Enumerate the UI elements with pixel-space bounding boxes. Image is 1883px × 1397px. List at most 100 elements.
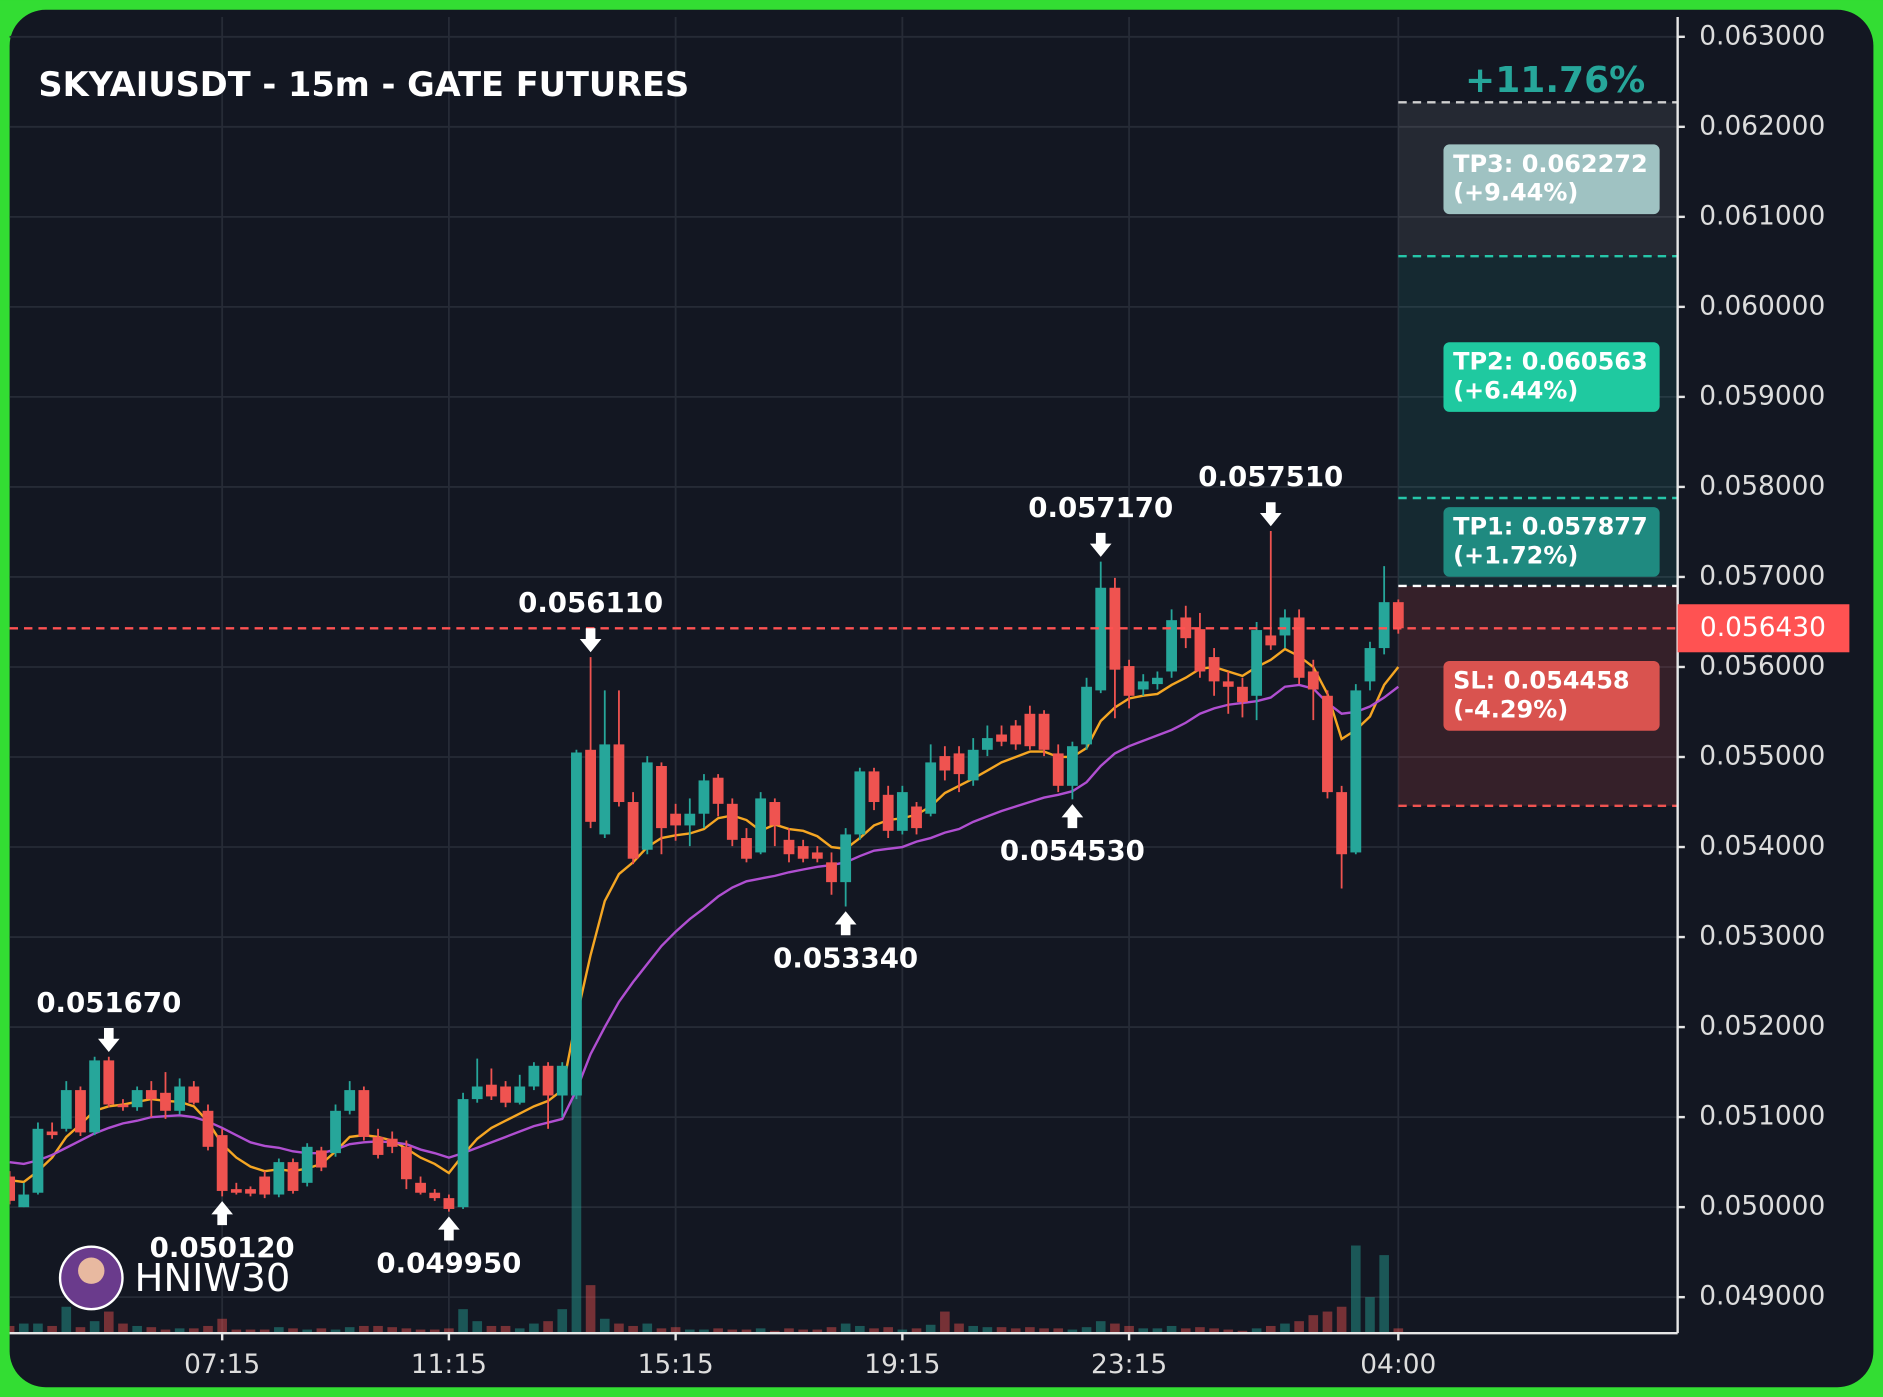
volume-bar (231, 1329, 242, 1334)
volume-bar (1180, 1328, 1191, 1334)
target-label: TP2: 0.060563 (1453, 348, 1648, 376)
volume-bar (401, 1328, 412, 1334)
volume-bar (160, 1329, 171, 1334)
target-change: (+9.44%) (1453, 179, 1578, 207)
volume-bar (415, 1329, 426, 1334)
volume-bar (472, 1321, 483, 1334)
candle-body (528, 1065, 540, 1087)
candle-body (259, 1176, 271, 1195)
volume-bar (146, 1327, 157, 1334)
volume-bar (543, 1321, 553, 1334)
volume-bar (316, 1328, 327, 1334)
volume-bar (174, 1328, 185, 1334)
candle-body (32, 1128, 44, 1193)
y-tick-label: 0.062000 (1699, 110, 1825, 141)
annotation-label: 0.057510 (1198, 460, 1343, 493)
volume-bar (245, 1329, 256, 1334)
volume-bar (18, 1323, 29, 1334)
y-tick-label: 0.053000 (1699, 921, 1825, 952)
watermark: HNIW30 (135, 1256, 291, 1301)
annotation-arrow (438, 1216, 460, 1241)
volume-bar (1010, 1328, 1021, 1334)
candle-body (656, 766, 667, 829)
candle-body (160, 1092, 171, 1111)
volume-bar (33, 1323, 43, 1334)
volume-bar (203, 1325, 213, 1334)
candle-body (1081, 686, 1092, 745)
volume-bar (103, 1311, 114, 1334)
volume-bar (614, 1323, 624, 1334)
annotation-arrow (211, 1201, 233, 1226)
candle-body (1038, 713, 1050, 750)
candle-body (911, 806, 922, 829)
candle-body (1265, 635, 1277, 646)
volume-bar (656, 1328, 667, 1334)
candle-body (372, 1136, 384, 1155)
volume-bar (784, 1328, 794, 1334)
candle-body (1307, 671, 1319, 690)
candle-body (443, 1198, 455, 1209)
candle-body (131, 1090, 143, 1108)
candle-body (1293, 617, 1305, 678)
volume-bar (259, 1329, 270, 1334)
volume-bar (883, 1327, 893, 1334)
panel (9, 9, 1874, 1388)
y-tick-label: 0.056000 (1699, 650, 1825, 681)
volume-bar (1166, 1325, 1177, 1334)
candle-body (1194, 629, 1206, 672)
volume-bar (1095, 1321, 1106, 1334)
annotation-arrow (1259, 502, 1282, 527)
candle-body (1137, 681, 1149, 690)
candle-body (925, 762, 937, 814)
volume-bar (458, 1309, 468, 1334)
candle-body (542, 1065, 554, 1096)
volume-bar (302, 1329, 312, 1334)
volume-bar (1110, 1323, 1120, 1334)
candle-body (811, 852, 823, 859)
candle-body (1364, 648, 1376, 682)
candle-body (1052, 753, 1064, 786)
volume-bar (359, 1325, 369, 1334)
candle-body (996, 734, 1007, 742)
annotation-arrow (97, 1027, 120, 1052)
candle-body (60, 1090, 72, 1129)
target-change: (+1.72%) (1453, 541, 1578, 569)
y-tick-label: 0.052000 (1699, 1011, 1825, 1042)
volume-bar (132, 1325, 142, 1334)
candle-body (627, 802, 639, 859)
y-tick-label: 0.054000 (1699, 831, 1825, 862)
volume-bar (75, 1327, 86, 1334)
candle-body (301, 1146, 313, 1183)
candle-body (741, 838, 752, 859)
x-tick-label: 04:00 (1360, 1349, 1436, 1380)
volume-bar (387, 1327, 398, 1334)
candle-body (287, 1162, 299, 1191)
annotation-label: 0.057170 (1028, 491, 1173, 524)
candle-body (273, 1162, 285, 1195)
candle-body (755, 798, 767, 853)
volume-bar (1308, 1315, 1319, 1334)
candle-body (882, 794, 894, 831)
volume-bar (1322, 1311, 1333, 1334)
volume-bar (798, 1329, 808, 1334)
volume-bar (1280, 1323, 1290, 1334)
volume-bar (727, 1329, 738, 1334)
candle-body (1166, 620, 1177, 672)
volume-bar (628, 1325, 638, 1334)
candle-body (103, 1060, 115, 1105)
x-tick-label: 23:15 (1091, 1349, 1167, 1380)
target-box (1443, 342, 1660, 412)
volume-bar (1294, 1321, 1304, 1334)
y-tick-label: 0.049000 (1699, 1281, 1825, 1312)
annotation-arrow (834, 911, 857, 936)
x-tick-label: 11:15 (411, 1349, 487, 1380)
candle-body (486, 1084, 497, 1097)
volume-bar (514, 1328, 525, 1334)
candle-body (358, 1090, 370, 1137)
candle-body (1109, 587, 1121, 670)
volume-bar (897, 1329, 908, 1334)
candle-body (415, 1182, 426, 1193)
volume-bar (713, 1328, 723, 1334)
volume-bar (529, 1323, 539, 1334)
volume-bar (373, 1325, 383, 1334)
